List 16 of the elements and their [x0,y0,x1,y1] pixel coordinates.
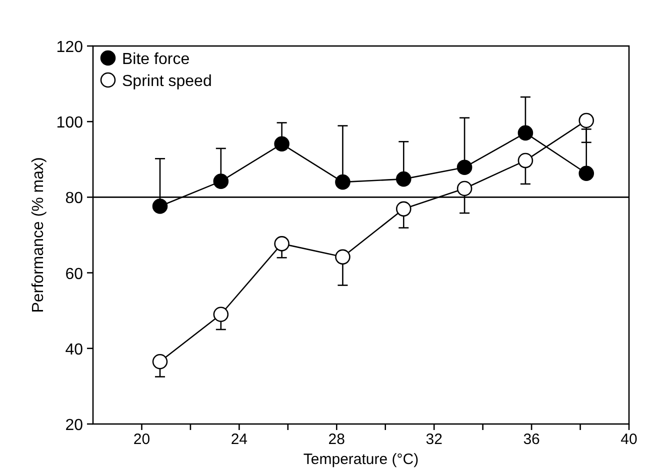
y-tick-label: 20 [65,417,84,434]
x-tick-label: 20 [133,431,150,448]
x-tick-label: 32 [426,431,442,448]
x-tick-label: 24 [230,431,248,448]
legend-label: Sprint speed [122,73,212,90]
y-axis-title: Performance (% max) [30,157,47,313]
x-axis-title: Temperature (°C) [303,451,419,468]
x-tick-label: 40 [620,431,638,448]
x-tick-label: 36 [523,431,540,448]
y-tick-label: 80 [65,190,84,208]
legend-label: Bite force [122,51,190,68]
y-tick-label: 120 [56,39,84,56]
y-tick-label: 100 [56,114,84,132]
y-tick-label: 60 [65,266,84,283]
x-tick-label: 28 [328,431,345,448]
y-tick-label: 40 [65,341,84,358]
